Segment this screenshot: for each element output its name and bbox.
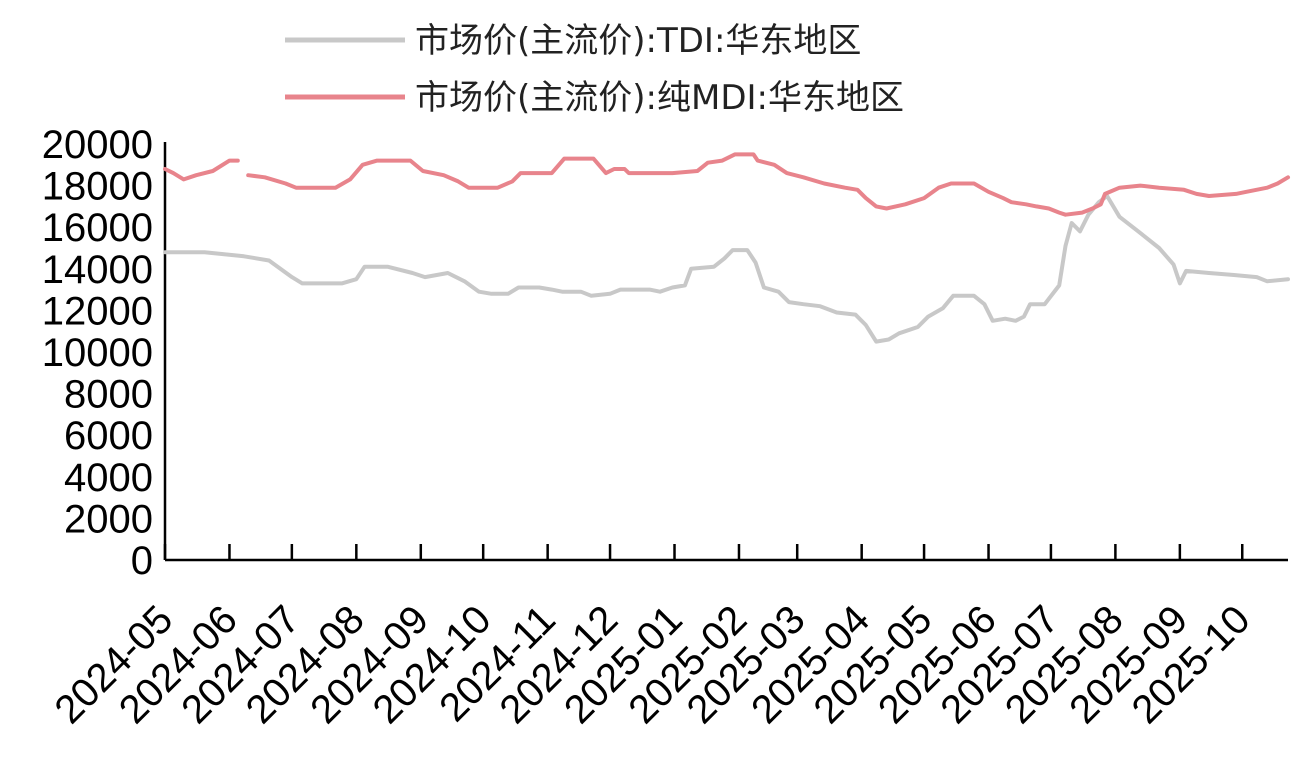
y-tick-label: 20000	[42, 123, 153, 167]
y-tick-label: 10000	[42, 331, 153, 375]
y-tick-label: 6000	[64, 414, 153, 458]
legend-label: 市场价(主流价):TDI:华东地区	[415, 21, 861, 61]
y-tick-label: 18000	[42, 165, 153, 209]
y-tick-label: 0	[131, 539, 153, 583]
series-line-mdi	[163, 152, 1290, 217]
x-axis: 2024-052024-062024-072024-082024-092024-…	[46, 544, 1288, 732]
y-tick-label: 2000	[64, 497, 153, 541]
y-tick-label: 14000	[42, 248, 153, 292]
y-tick-label: 8000	[64, 373, 153, 417]
y-tick-label: 4000	[64, 456, 153, 500]
y-axis: 0200040006000800010000120001400016000180…	[42, 123, 167, 583]
legend-label: 市场价(主流价):纯MDI:华东地区	[415, 78, 904, 118]
plot-area	[163, 152, 1290, 344]
series-line-tdi	[163, 194, 1290, 344]
y-tick-label: 12000	[42, 289, 153, 333]
y-tick-label: 16000	[42, 206, 153, 250]
